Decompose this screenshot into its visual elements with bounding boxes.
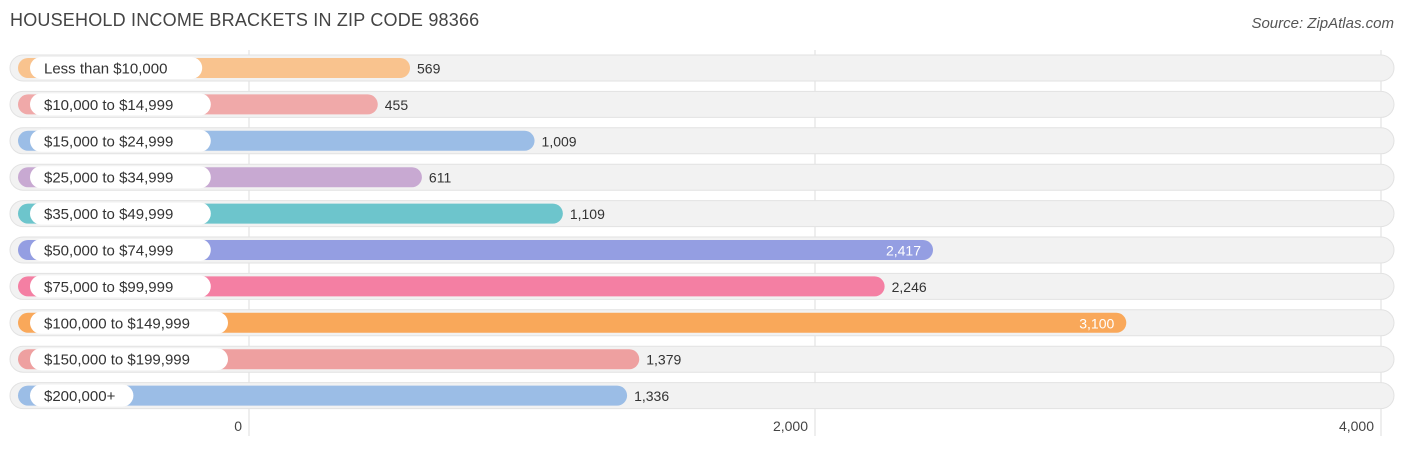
category-label-pill [30, 348, 228, 371]
value-label: 1,336 [634, 388, 669, 404]
category-label: Less than $10,000 [44, 61, 167, 78]
x-tick-label: 0 [234, 418, 242, 434]
category-label: $10,000 to $14,999 [44, 97, 173, 114]
category-label: $200,000+ [44, 388, 116, 405]
category-label: $15,000 to $24,999 [44, 133, 173, 150]
value-label: 569 [417, 61, 441, 77]
source-note: Source: ZipAtlas.com [1251, 15, 1394, 32]
x-tick-label: 4,000 [1339, 418, 1374, 434]
category-label-pill [30, 275, 211, 298]
bar [18, 385, 628, 406]
category-label-pill [30, 311, 228, 334]
category-label-pill [30, 57, 203, 79]
category-label: $50,000 to $74,999 [44, 243, 173, 260]
category-label: $150,000 to $199,999 [44, 352, 190, 369]
category-label: $75,000 to $99,999 [44, 279, 173, 296]
bar [18, 312, 1127, 333]
category-label-pill [30, 129, 211, 152]
category-label-pill [30, 202, 211, 225]
category-label: $100,000 to $149,999 [44, 315, 190, 332]
x-tick-label: 2,000 [773, 418, 808, 434]
category-label-pill [30, 93, 211, 116]
value-label: 1,379 [646, 352, 681, 368]
value-label: 455 [385, 97, 409, 113]
category-label: $25,000 to $34,999 [44, 170, 173, 187]
value-label: 2,246 [892, 279, 927, 295]
category-label-pill [30, 384, 134, 407]
bar [18, 240, 934, 260]
chart-title: HOUSEHOLD INCOME BRACKETS IN ZIP CODE 98… [10, 10, 480, 30]
value-label: 2,417 [886, 243, 921, 259]
bar [18, 276, 885, 297]
category-label: $35,000 to $49,999 [44, 206, 173, 223]
value-label: 3,100 [1079, 315, 1114, 331]
value-label: 1,109 [570, 206, 605, 222]
category-label-pill [30, 166, 211, 189]
category-label-pill [30, 239, 211, 261]
value-label: 1,009 [542, 133, 577, 149]
value-label: 611 [429, 170, 452, 186]
